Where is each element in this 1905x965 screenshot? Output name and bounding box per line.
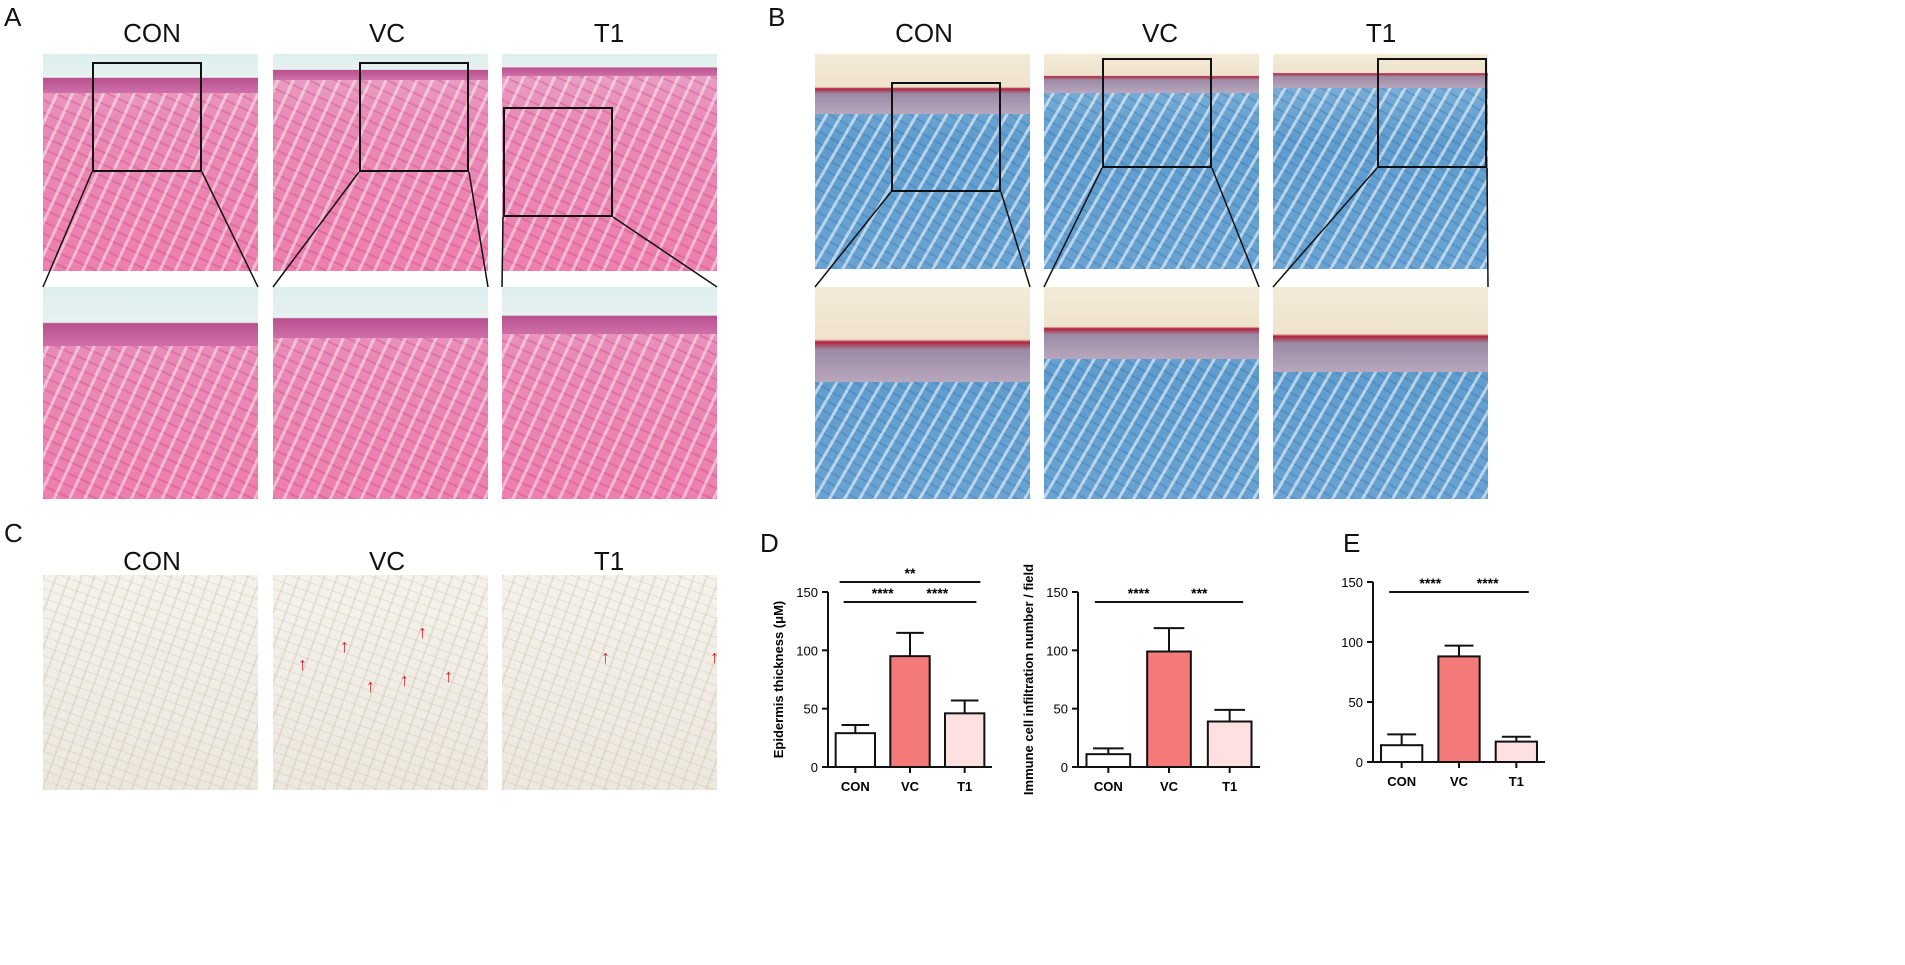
bar-con [1085, 753, 1132, 769]
y-axis-label: CD4⁺ cell number / field [1330, 598, 1331, 745]
x-tick-label: CON [1387, 774, 1416, 789]
significance-label: **** [926, 585, 948, 601]
panel-letter-c: C [4, 518, 23, 548]
mt-vc-zoom-image [1044, 287, 1259, 499]
x-tick-label: CON [1094, 779, 1123, 794]
panel-c-title-vc: VC [368, 546, 406, 576]
y-tick-label: 0 [811, 760, 818, 775]
y-axis-label: Immune cell infiltration number / field [1021, 564, 1036, 795]
panel-c-title-con: CON [123, 546, 181, 576]
mt-t1-zoom-box [1377, 58, 1487, 168]
he-t1-zoom-image [502, 287, 717, 499]
ihc-vc-arrow-4: ↑ [400, 670, 409, 690]
y-axis-label: Epidermis thickness (μM) [771, 601, 786, 759]
y-tick-label: 0 [1061, 760, 1068, 775]
y-tick-label: 0 [1356, 755, 1363, 770]
ihc-vc-arrow-5: ↑ [418, 622, 427, 642]
x-tick-label: CON [841, 779, 870, 794]
significance-label: **** [872, 585, 894, 601]
ihc-vc-arrow-3: ↑ [366, 676, 375, 696]
bar-con [1380, 744, 1424, 763]
x-tick-label: VC [1450, 774, 1469, 789]
y-tick-label: 50 [1349, 695, 1363, 710]
panel-a-title-con: CON [123, 18, 181, 48]
ihc-t1-arrow-1: ↑ [601, 647, 610, 667]
bar-vc [889, 655, 931, 768]
ihc-t1-arrow-2: ↑ [710, 647, 719, 667]
panel-b-title-vc: VC [1141, 18, 1179, 48]
y-tick-label: 100 [796, 643, 818, 658]
panel-c-title-t1: T1 [593, 546, 625, 576]
mt-con-zoom-image [815, 287, 1030, 499]
ihc-vc-image [273, 575, 488, 790]
y-tick-label: 100 [1341, 635, 1363, 650]
panel-a-title-vc: VC [368, 18, 406, 48]
ihc-con-image [43, 575, 258, 790]
ihc-vc-arrow-1: ↑ [298, 654, 307, 674]
bar-con [834, 732, 877, 769]
bar-vc [1146, 650, 1192, 768]
mt-con-zoom-box [891, 82, 1001, 192]
panel-letter-a: A [4, 2, 22, 32]
y-tick-label: 150 [796, 585, 818, 600]
panel-a-title-t1: T1 [593, 18, 625, 48]
mt-vc-zoom-box [1102, 58, 1212, 168]
y-tick-label: 50 [804, 702, 818, 717]
significance-label: *** [1191, 585, 1208, 601]
y-tick-label: 150 [1046, 585, 1068, 600]
panel-letter-b: B [768, 2, 786, 32]
chart-cd4-cells: 0 50 100 150 CD4⁺ cell number / field CON VC T1… [1330, 575, 1545, 789]
ihc-vc-arrow-2: ↑ [340, 636, 349, 656]
panel-b-title-con: CON [895, 18, 953, 48]
bar-t1 [1206, 720, 1253, 768]
bar-vc [1437, 655, 1481, 763]
ihc-t1-image [502, 575, 717, 790]
mt-t1-zoom-image [1273, 287, 1488, 499]
chart-immune-infiltration: 0 50 100 150 Immune cell infiltration number… [1021, 564, 1260, 795]
chart-epidermis-thickness: 0 50 100 150 Epidermis thickness (μM) CON VC T1… [771, 565, 992, 794]
panel-letter-e: E [1343, 528, 1361, 558]
significance-label: **** [1419, 575, 1441, 591]
he-t1-zoom-box [503, 107, 613, 217]
significance-label: **** [1128, 585, 1150, 601]
x-tick-label: T1 [957, 779, 972, 794]
significance-label: ** [905, 565, 916, 581]
x-tick-label: VC [901, 779, 920, 794]
he-vc-zoom-image [273, 287, 488, 499]
he-vc-zoom-box [359, 62, 469, 172]
x-tick-label: T1 [1509, 774, 1524, 789]
x-tick-label: VC [1160, 779, 1179, 794]
panel-letter-d: D [760, 528, 779, 558]
y-tick-label: 100 [1046, 643, 1068, 658]
significance-label: **** [1477, 575, 1499, 591]
x-tick-label: T1 [1222, 779, 1237, 794]
bar-t1 [1494, 740, 1538, 764]
ihc-vc-arrow-6: ↑ [444, 666, 453, 686]
panel-b-title-t1: T1 [1365, 18, 1397, 48]
he-con-zoom-image [43, 287, 258, 499]
bar-t1 [943, 712, 986, 768]
y-tick-label: 150 [1341, 575, 1363, 590]
y-tick-label: 50 [1054, 702, 1068, 717]
he-con-zoom-box [92, 62, 202, 172]
